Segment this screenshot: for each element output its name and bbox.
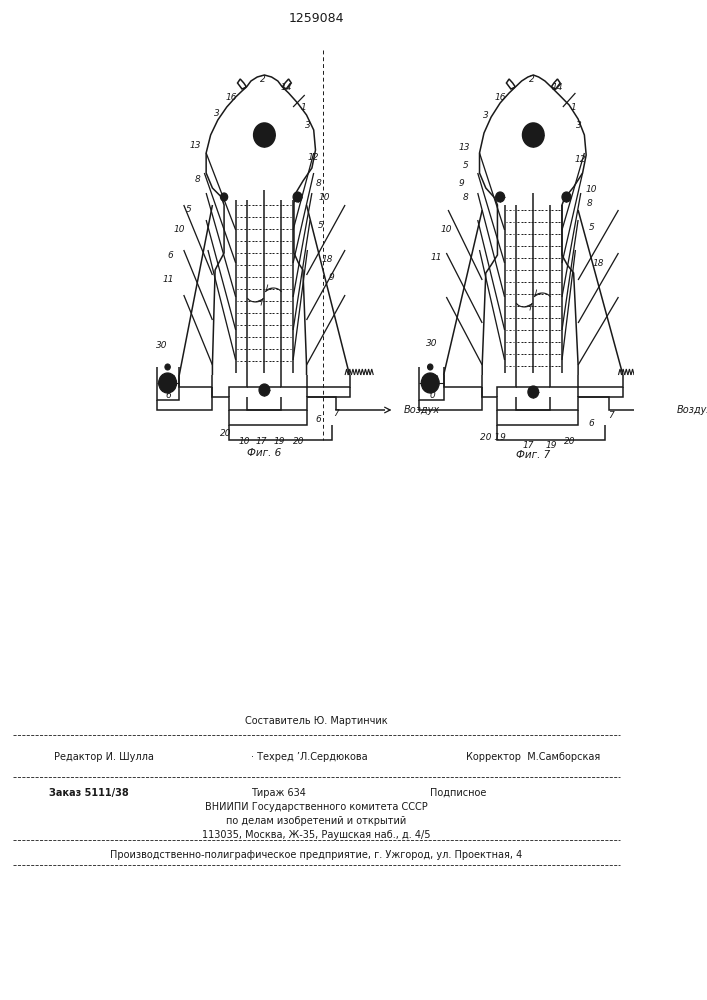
Text: 1: 1 bbox=[300, 103, 306, 111]
Text: 19: 19 bbox=[546, 440, 557, 450]
Text: 9: 9 bbox=[329, 272, 334, 282]
Text: Корректор  М.Самборская: Корректор М.Самборская bbox=[466, 752, 600, 762]
Text: 14: 14 bbox=[281, 84, 293, 93]
Text: 5: 5 bbox=[463, 160, 469, 169]
Text: 0: 0 bbox=[430, 390, 436, 399]
Text: 13: 13 bbox=[189, 140, 201, 149]
Text: 20: 20 bbox=[564, 436, 575, 446]
Circle shape bbox=[158, 373, 177, 393]
Text: 20: 20 bbox=[220, 430, 232, 438]
Text: 6: 6 bbox=[165, 390, 171, 399]
Text: Тираж 634: Тираж 634 bbox=[251, 788, 306, 798]
Text: Составитель Ю. Мартинчик: Составитель Ю. Мартинчик bbox=[245, 716, 387, 726]
Text: 17: 17 bbox=[256, 438, 267, 446]
Text: 113035, Москва, Ж-35, Раушская наб., д. 4/5: 113035, Москва, Ж-35, Раушская наб., д. … bbox=[202, 830, 431, 840]
Circle shape bbox=[428, 364, 433, 370]
Text: Воздух: Воздух bbox=[677, 405, 707, 415]
Circle shape bbox=[426, 378, 434, 387]
Text: 8: 8 bbox=[587, 198, 592, 208]
Text: 7: 7 bbox=[333, 408, 339, 418]
Text: 8: 8 bbox=[315, 178, 321, 188]
Circle shape bbox=[562, 192, 571, 202]
Text: ВНИИПИ Государственного комитета СССР: ВНИИПИ Государственного комитета СССР bbox=[205, 802, 428, 812]
Circle shape bbox=[421, 373, 439, 393]
Text: 18: 18 bbox=[322, 255, 333, 264]
Text: 9: 9 bbox=[459, 178, 464, 188]
Circle shape bbox=[163, 378, 172, 387]
Circle shape bbox=[254, 123, 275, 147]
Text: 17: 17 bbox=[523, 440, 534, 450]
Circle shape bbox=[165, 364, 170, 370]
Text: 10: 10 bbox=[173, 226, 185, 234]
Text: 20: 20 bbox=[293, 438, 304, 446]
Text: 3: 3 bbox=[214, 108, 220, 117]
Text: 11: 11 bbox=[163, 275, 174, 284]
Text: 18: 18 bbox=[428, 375, 440, 384]
Circle shape bbox=[293, 192, 302, 202]
Text: 19: 19 bbox=[274, 438, 286, 446]
Text: 1: 1 bbox=[571, 103, 576, 111]
Text: Заказ 5111/38: Заказ 5111/38 bbox=[49, 788, 129, 798]
Text: Фиг. 6: Фиг. 6 bbox=[247, 448, 281, 458]
Text: 5: 5 bbox=[589, 224, 595, 232]
Circle shape bbox=[221, 193, 228, 201]
Text: 10: 10 bbox=[586, 186, 597, 194]
Text: 3: 3 bbox=[305, 120, 311, 129]
Text: Воздух: Воздух bbox=[403, 405, 440, 415]
Text: 20 19: 20 19 bbox=[480, 432, 506, 442]
Text: 10: 10 bbox=[239, 438, 250, 446]
Circle shape bbox=[259, 384, 270, 396]
Text: 5: 5 bbox=[318, 221, 324, 230]
Text: Редактор И. Шулла: Редактор И. Шулла bbox=[54, 752, 153, 762]
Text: 7: 7 bbox=[609, 410, 614, 420]
Text: 1259084: 1259084 bbox=[288, 11, 344, 24]
Text: 10: 10 bbox=[319, 194, 330, 202]
Text: Подписное: Подписное bbox=[431, 788, 486, 798]
Text: 13: 13 bbox=[459, 142, 470, 151]
Text: 8: 8 bbox=[463, 192, 469, 202]
Text: 5: 5 bbox=[185, 206, 191, 215]
Text: 16: 16 bbox=[226, 93, 237, 102]
Circle shape bbox=[528, 386, 539, 398]
Circle shape bbox=[496, 192, 505, 202]
Text: 6: 6 bbox=[589, 418, 595, 428]
Text: 3: 3 bbox=[483, 110, 489, 119]
Text: 16: 16 bbox=[494, 94, 506, 103]
Text: Фиг. 7: Фиг. 7 bbox=[516, 450, 551, 460]
Text: 6: 6 bbox=[168, 250, 173, 259]
Text: 18: 18 bbox=[593, 258, 604, 267]
Text: 2: 2 bbox=[529, 76, 534, 85]
Text: 30: 30 bbox=[156, 340, 167, 350]
Text: Производственно-полиграфическое предприятие, г. Ужгород, ул. Проектная, 4: Производственно-полиграфическое предприя… bbox=[110, 850, 522, 860]
Text: по делам изобретений и открытий: по делам изобретений и открытий bbox=[226, 816, 407, 826]
Text: · Техред ’Л.Сердюкова: · Техред ’Л.Сердюкова bbox=[251, 752, 368, 762]
Text: 11: 11 bbox=[431, 252, 443, 261]
Text: 12: 12 bbox=[308, 152, 320, 161]
Text: 14: 14 bbox=[551, 84, 563, 93]
Text: 2: 2 bbox=[259, 76, 266, 85]
Text: 8: 8 bbox=[194, 176, 200, 184]
Text: 30: 30 bbox=[426, 338, 438, 348]
Text: 3: 3 bbox=[576, 120, 582, 129]
Text: 18: 18 bbox=[165, 375, 176, 384]
Circle shape bbox=[522, 123, 544, 147]
Text: 12: 12 bbox=[575, 155, 587, 164]
Text: 6: 6 bbox=[315, 416, 321, 424]
Text: 10: 10 bbox=[440, 226, 452, 234]
